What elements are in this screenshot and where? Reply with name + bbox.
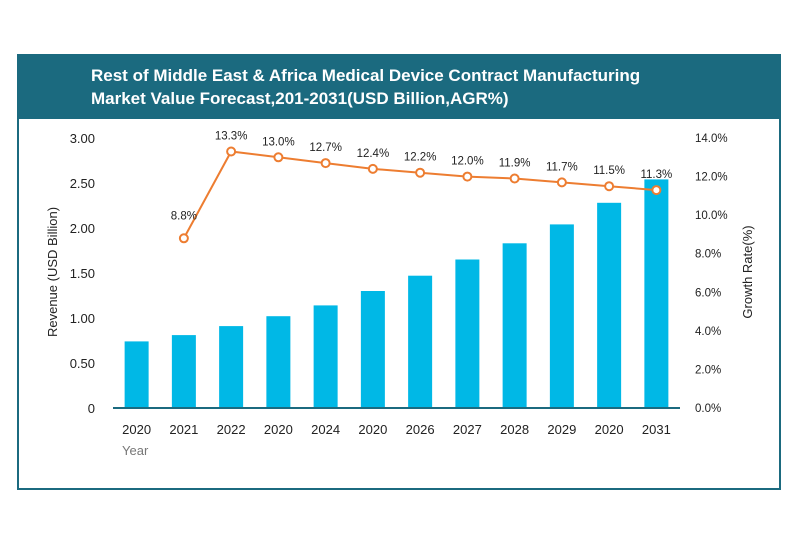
bar — [597, 202, 622, 408]
growth-point — [367, 163, 378, 174]
growth-data-label: 12.2% — [404, 152, 437, 164]
y-tick-label: 2.50 — [70, 176, 95, 191]
title-bar: Rest of Middle East & Africa Medical Dev… — [19, 56, 779, 119]
y2-tick-label: 0.0% — [695, 403, 721, 415]
y2-tick-label: 4.0% — [695, 326, 721, 338]
bar — [360, 291, 385, 408]
bar — [171, 335, 196, 408]
bar — [408, 275, 433, 408]
y-axis-title: Revenue (USD Billion) — [45, 207, 60, 337]
x-tick-label: 2020 — [264, 422, 293, 437]
growth-point — [604, 181, 615, 192]
growth-point — [273, 152, 284, 163]
x-tick-label: 2020 — [122, 422, 151, 437]
y2-tick-label: 2.0% — [695, 364, 721, 376]
bar — [219, 326, 244, 408]
y-tick-label: 1.00 — [70, 311, 95, 326]
bar — [455, 259, 480, 408]
y2-axis-title: Growth Rate(%) — [740, 225, 755, 318]
x-axis-title: Year — [122, 443, 149, 458]
x-tick-label: 2021 — [169, 422, 198, 437]
growth-data-label: 12.4% — [357, 148, 390, 160]
growth-data-label: 13.3% — [215, 131, 248, 143]
growth-point — [509, 173, 520, 184]
growth-point — [320, 158, 331, 169]
growth-data-label: 11.5% — [593, 165, 625, 177]
x-tick-label: 2031 — [642, 422, 671, 437]
bar — [502, 243, 527, 408]
bar — [644, 179, 669, 408]
growth-data-label: 11.3% — [640, 169, 672, 181]
growth-data-label: 13.0% — [262, 136, 295, 148]
x-tick-label: 2020 — [595, 422, 624, 437]
y2-tick-label: 8.0% — [695, 249, 721, 261]
x-tick-label: 2028 — [500, 422, 529, 437]
bar — [313, 305, 338, 408]
growth-point — [462, 171, 473, 182]
growth-point — [651, 185, 662, 196]
growth-point — [226, 146, 237, 157]
x-tick-label: 2020 — [358, 422, 387, 437]
growth-line — [182, 150, 657, 239]
growth-data-label: 11.9% — [499, 158, 531, 170]
y-tick-label: 1.50 — [70, 266, 95, 281]
growth-data-label: 11.7% — [546, 161, 578, 173]
y2-tick-label: 6.0% — [695, 287, 721, 299]
x-tick-label: 2022 — [217, 422, 246, 437]
y-tick-label: 3.00 — [70, 131, 95, 146]
x-tick-label: 2024 — [311, 422, 340, 437]
y2-tick-label: 10.0% — [695, 210, 728, 222]
growth-data-label: 12.0% — [451, 156, 484, 168]
x-tick-label: 2027 — [453, 422, 482, 437]
bar — [124, 341, 149, 408]
x-tick-label: 2026 — [406, 422, 435, 437]
x-tick-label: 2029 — [547, 422, 576, 437]
chart-title-line-1: Rest of Middle East & Africa Medical Dev… — [91, 66, 641, 85]
growth-data-label: 8.8% — [171, 210, 197, 222]
growth-data-label: 12.7% — [309, 142, 342, 154]
bar — [549, 224, 574, 408]
growth-point — [178, 233, 189, 244]
growth-point — [556, 177, 567, 188]
y-tick-label: 2.00 — [70, 221, 95, 236]
y2-tick-label: 12.0% — [695, 172, 728, 184]
y2-tick-label: 14.0% — [695, 133, 728, 145]
growth-point — [415, 167, 426, 178]
chart-title-line-2: Market Value Forecast,201-2031(USD Billi… — [91, 89, 509, 108]
bar — [266, 316, 291, 408]
y-tick-label: 0.50 — [70, 356, 95, 371]
y-tick-label: 0 — [88, 401, 95, 416]
